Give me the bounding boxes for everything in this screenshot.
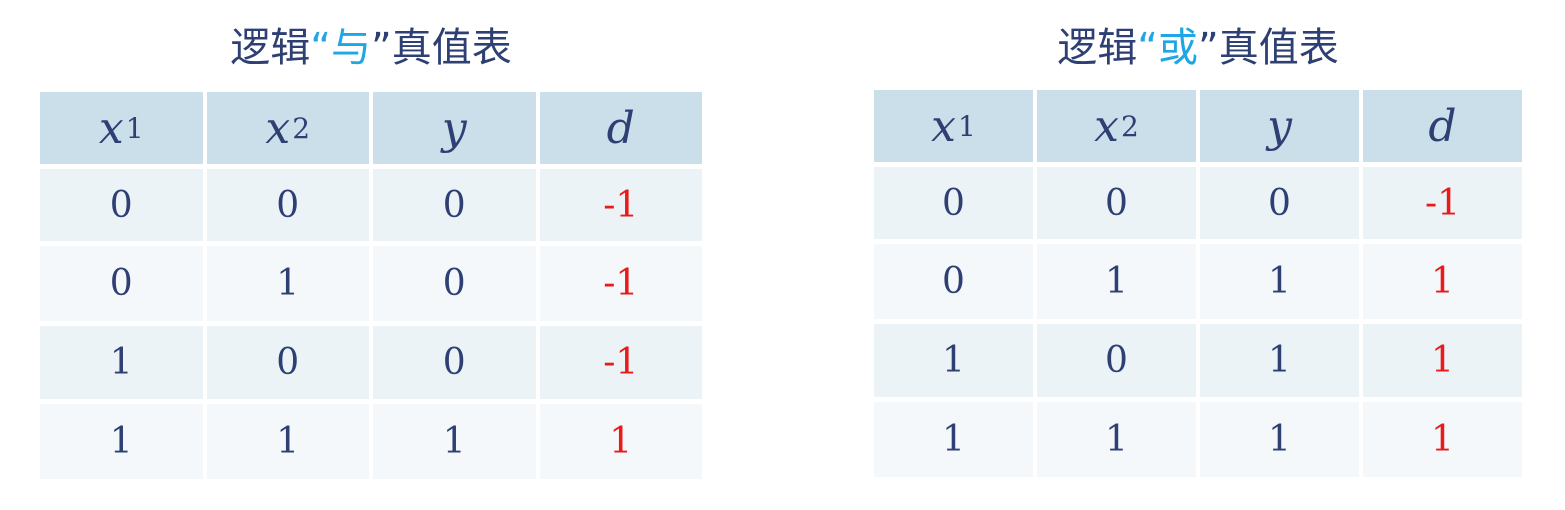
- table-cell: 0: [1200, 167, 1359, 239]
- title-keyword-and: 与: [331, 25, 371, 71]
- title-close-quote: ”: [371, 25, 392, 71]
- title-suffix: 真值表: [391, 25, 512, 71]
- table-cell-d: 1: [1363, 324, 1522, 397]
- title-keyword-or: 或: [1158, 25, 1198, 71]
- title-open-quote: “: [1137, 25, 1158, 71]
- table-cell: 1: [874, 324, 1033, 397]
- table-cell: 0: [373, 326, 536, 399]
- header-y: y: [1200, 90, 1359, 162]
- table-cell: 1: [1037, 402, 1196, 477]
- header-y: y: [373, 92, 536, 164]
- title-prefix: 逻辑: [230, 25, 311, 71]
- table-cell-d: -1: [539, 246, 702, 321]
- table-cell-d: -1: [1363, 167, 1522, 239]
- table-cell: 1: [373, 404, 536, 479]
- table-cell-d: 1: [1363, 402, 1522, 477]
- title-prefix: 逻辑: [1057, 25, 1138, 71]
- table-cell: 0: [40, 169, 203, 241]
- table-cell-d: 1: [1363, 244, 1522, 319]
- table-cell: 1: [1037, 244, 1196, 319]
- table-cell: 0: [373, 246, 536, 321]
- header-d: d: [539, 92, 702, 164]
- table-cell: 1: [206, 404, 369, 479]
- table-cell-d: 1: [539, 404, 702, 479]
- table-cell: 1: [1200, 244, 1359, 319]
- table-cell: 0: [874, 244, 1033, 319]
- table-cell: 0: [206, 169, 369, 241]
- table-cell: 0: [1037, 167, 1196, 239]
- table-cell-d: -1: [539, 169, 702, 241]
- table-cell: 1: [874, 402, 1033, 477]
- table-cell: 0: [874, 167, 1033, 239]
- table-cell: 0: [206, 326, 369, 399]
- and-table-title: 逻辑“与”真值表: [40, 22, 702, 74]
- title-suffix: 真值表: [1218, 25, 1339, 71]
- table-cell: 1: [40, 326, 203, 399]
- header-d: d: [1363, 90, 1522, 162]
- table-cell: 1: [40, 404, 203, 479]
- title-close-quote: ”: [1198, 25, 1219, 71]
- table-cell: 1: [1200, 324, 1359, 397]
- title-open-quote: “: [310, 25, 331, 71]
- table-cell: 1: [206, 246, 369, 321]
- table-cell: 0: [373, 169, 536, 241]
- table-cell-d: -1: [539, 326, 702, 399]
- table-cell: 0: [1037, 324, 1196, 397]
- table-cell: 1: [1200, 402, 1359, 477]
- table-cell: 0: [40, 246, 203, 321]
- or-table-title: 逻辑“或”真值表: [874, 22, 1522, 74]
